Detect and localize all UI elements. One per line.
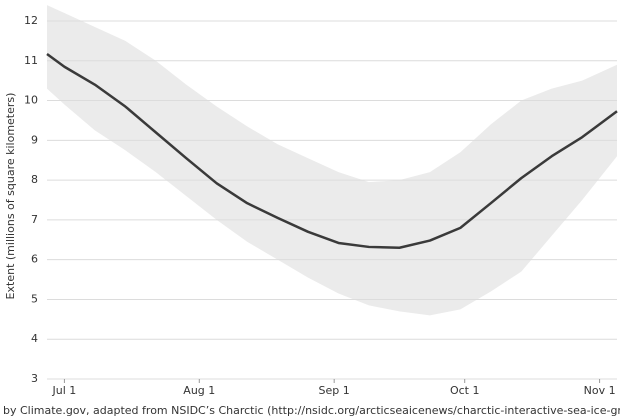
footer: by Climate.gov, adapted from NSIDC’s Cha…	[3, 404, 620, 417]
y-tick-label: 11	[24, 54, 38, 67]
range-band	[47, 5, 617, 316]
y-tick-label: 5	[31, 292, 38, 305]
x-tick-label: Oct 1	[450, 384, 480, 397]
y-tick-label: 9	[31, 133, 38, 146]
y-tick-label: 4	[31, 332, 38, 345]
x-tick-label: Sep 1	[319, 384, 350, 397]
y-tick-label: 12	[24, 14, 38, 27]
y-tick-label: 7	[31, 213, 38, 226]
y-tick-label: 10	[24, 94, 38, 107]
x-tick-label: Jul 1	[52, 384, 77, 397]
median-line	[46, 53, 618, 249]
x-tick-label: Aug 1	[183, 384, 215, 397]
y-axis-label: Extent (millions of square kilometers)	[4, 93, 17, 300]
x-tick-label: Nov 1	[584, 384, 616, 397]
y-tick-label: 3	[31, 372, 38, 385]
y-tick-label: 8	[31, 173, 38, 186]
y-tick-label: 6	[31, 253, 38, 266]
